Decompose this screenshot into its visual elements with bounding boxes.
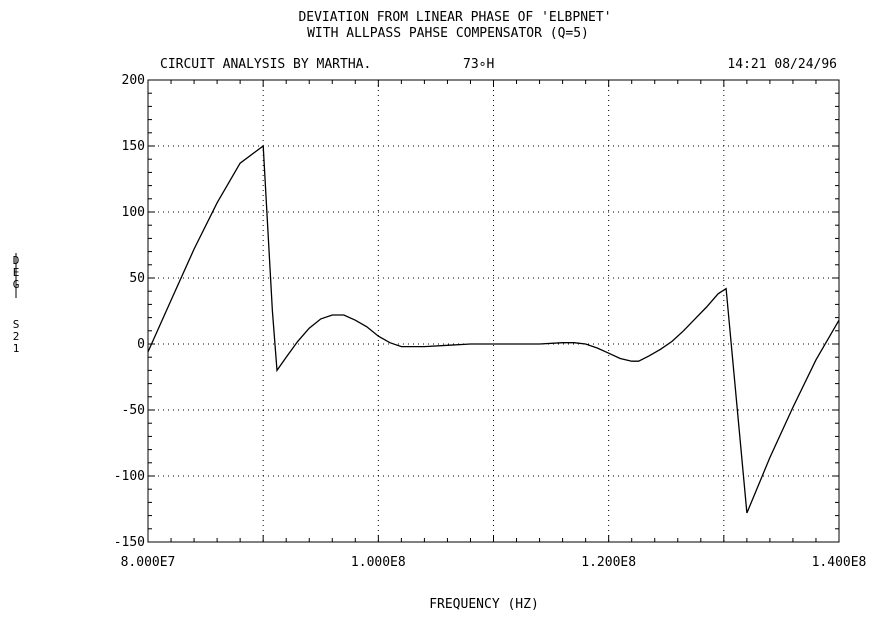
y-tick-label: 100 bbox=[122, 205, 145, 220]
axis-ticks bbox=[147, 79, 840, 543]
x-tick-label: 1.200E8 bbox=[581, 555, 636, 570]
y-tick-labels: 200 150 100 50 0 -50 -100 -150 bbox=[114, 73, 145, 550]
grid bbox=[148, 80, 839, 542]
x-tick-labels: 8.000E7 1.000E8 1.200E8 1.400E8 bbox=[121, 555, 867, 570]
x-axis-label: FREQUENCY (HZ) bbox=[429, 597, 539, 612]
x-tick-label: 1.000E8 bbox=[351, 555, 406, 570]
y-tick-label: 150 bbox=[122, 139, 145, 154]
y-tick-label: 50 bbox=[129, 271, 145, 286]
y-tick-label: -150 bbox=[114, 535, 145, 550]
series-line-s21 bbox=[147, 144, 840, 514]
y-tick-label: 200 bbox=[122, 73, 145, 88]
y-tick-label: -50 bbox=[122, 403, 145, 418]
y-tick-label: -100 bbox=[114, 469, 145, 484]
chart-title: DEVIATION FROM LINEAR PHASE OF 'ELBPNET' bbox=[298, 10, 611, 25]
y-tick-label: 0 bbox=[137, 337, 145, 352]
chart-subtitle: WITH ALLPASS PAHSE COMPENSATOR (Q=5) bbox=[307, 26, 589, 41]
y-axis-label: DEG S21 bbox=[13, 253, 20, 355]
header-right: 14:21 08/24/96 bbox=[727, 57, 837, 72]
x-tick-label: 1.400E8 bbox=[812, 555, 867, 570]
header-left: CIRCUIT ANALYSIS BY MARTHA. bbox=[160, 57, 371, 72]
x-tick-label: 8.000E7 bbox=[121, 555, 176, 570]
header-mid: 73∘H bbox=[463, 57, 494, 72]
